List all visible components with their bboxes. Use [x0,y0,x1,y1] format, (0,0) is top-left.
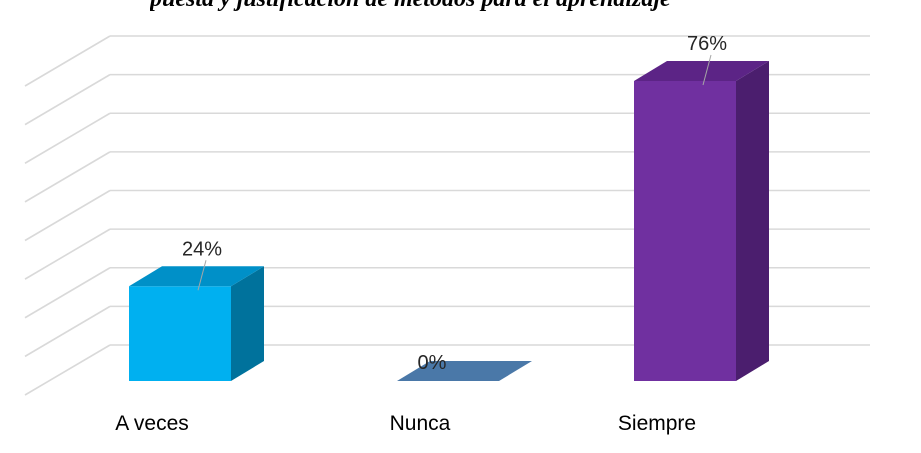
gridline-side [24,35,111,87]
bar-side [736,61,769,381]
category-label: A veces [115,412,189,435]
gridline-side [24,189,111,242]
gridline-side [24,228,111,280]
data-label: 0% [418,352,447,374]
bar-side [231,266,264,381]
label-leader [197,260,207,291]
data-label: 24% [182,238,222,260]
category-label: Nunca [390,412,451,435]
bar-top [129,266,264,287]
category-label: Siempre [618,412,696,435]
gridline-side [24,73,111,126]
gridline-side [24,151,111,203]
gridline-side [24,267,111,319]
bar-top [634,61,769,81]
header-text: puesta y justificación de métodos para e… [150,0,921,12]
label-leader [702,54,712,86]
data-label: 76% [687,33,727,55]
gridline-side [24,305,111,358]
gridline-side [24,112,111,164]
bar-top [397,361,532,381]
gridline-side [24,344,111,396]
bar [634,81,736,381]
bar [129,286,231,381]
